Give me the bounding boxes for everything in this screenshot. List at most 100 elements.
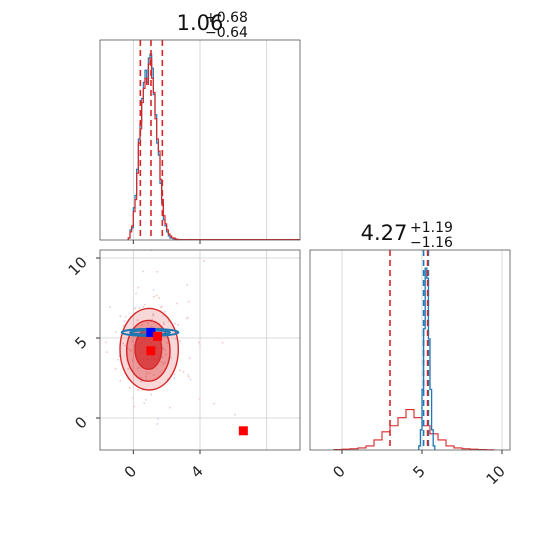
scatter-sample-point: [163, 323, 165, 326]
scatter-ytick-label-2: 10: [65, 253, 91, 279]
hist1-frame: [99, 39, 301, 241]
scatter-sample-point: [133, 405, 135, 408]
scatter-sample-point: [221, 341, 224, 344]
scatter-sample-point: [144, 398, 147, 401]
scatter-sample-point: [188, 357, 191, 360]
scatter-sample-point: [175, 338, 177, 340]
param1-title-sub: −0.64: [205, 25, 248, 41]
param2-title: 4.27: [361, 221, 408, 245]
param2-title-main: 4.27: [361, 221, 408, 245]
scatter-sample-point: [143, 303, 146, 306]
scatter-sample-point: [188, 376, 190, 378]
hist2-blue-series: [418, 267, 436, 450]
scatter-sample-point: [145, 379, 148, 382]
marker-0: [146, 327, 156, 337]
param1-title-sup: +0.68: [205, 10, 248, 26]
scatter-sample-point: [186, 284, 189, 286]
scatter-sample-point: [199, 345, 201, 347]
scatter-sample-point: [182, 371, 185, 373]
scatter-sample-point: [152, 314, 155, 317]
scatter-sample-point: [151, 368, 153, 371]
scatter-sample-point: [162, 362, 165, 365]
param2-title-sub: −1.16: [410, 235, 453, 251]
scatter-xtick-label-0: 0: [121, 462, 140, 481]
scatter-sample-point: [160, 361, 163, 363]
scatter-sample-point: [129, 349, 132, 351]
scatter-sample-point: [203, 260, 205, 262]
scatter-sample-point: [163, 361, 166, 363]
scatter-sample-point: [151, 318, 154, 320]
scatter-sample-point: [162, 314, 165, 316]
hist2-xtick-label-0: 0: [329, 462, 348, 481]
scatter-sample-point: [127, 368, 129, 370]
scatter-sample-point: [162, 347, 165, 349]
scatter-sample-point: [114, 331, 117, 334]
joint-contour-panel: 0 4 0 5 10: [65, 249, 301, 482]
scatter-sample-point: [187, 373, 190, 376]
scatter-sample-point: [189, 378, 192, 381]
scatter-sample-point: [147, 322, 150, 325]
scatter-sample-point: [156, 270, 158, 273]
scatter-sample-point: [173, 377, 176, 380]
scatter-sample-point: [176, 302, 178, 305]
hist2-frame: [309, 249, 511, 451]
scatter-sample-point: [169, 406, 171, 409]
scatter-sample-point: [140, 376, 142, 379]
scatter-sample-point: [174, 322, 176, 325]
param2-histogram-panel: 0 5 10: [309, 249, 511, 488]
scatter-sample-point: [124, 315, 127, 318]
scatter-sample-point: [179, 369, 181, 372]
hist2-xtick-label-1: 5: [409, 462, 428, 481]
scatter-ytick-label-0: 0: [71, 413, 90, 432]
scatter-frame: [99, 249, 301, 451]
scatter-sample-point: [142, 389, 144, 391]
scatter-sample-point: [136, 389, 139, 391]
param2-title-sup: +1.19: [410, 220, 453, 236]
scatter-sample-point: [114, 368, 117, 370]
marker-1: [153, 331, 162, 341]
scatter-sample-point: [138, 306, 141, 309]
scatter-sample-point: [148, 372, 151, 375]
scatter-sample-point: [198, 398, 201, 400]
scatter-sample-point: [140, 380, 143, 383]
scatter-sample-point: [156, 423, 159, 425]
scatter-sample-point: [157, 418, 159, 420]
scatter-sample-point: [143, 402, 146, 404]
scatter-sample-point: [117, 358, 120, 361]
scatter-ytick-label-1: 5: [71, 333, 90, 352]
scatter-sample-point: [134, 307, 137, 309]
scatter-sample-point: [133, 351, 135, 353]
marker-3: [238, 426, 248, 436]
scatter-sample-point: [142, 270, 145, 273]
scatter-sample-point: [118, 355, 121, 357]
scatter-sample-point: [132, 358, 134, 361]
scatter-sample-point: [132, 308, 135, 310]
scatter-sample-point: [198, 341, 200, 344]
scatter-sample-point: [145, 372, 148, 374]
scatter-sample-point: [185, 317, 188, 320]
scatter-sample-point: [150, 250, 153, 251]
scatter-sample-point: [152, 374, 155, 376]
scatter-xtick-label-1: 4: [187, 462, 206, 481]
scatter-sample-point: [109, 306, 111, 308]
scatter-sample-point: [168, 320, 170, 322]
scatter-sample-point: [173, 373, 176, 376]
scatter-sample-point: [127, 377, 129, 380]
scatter-sample-point: [161, 356, 164, 358]
scatter-sample-point: [133, 344, 135, 346]
scatter-sample-point: [234, 413, 236, 416]
scatter-sample-point: [124, 344, 126, 347]
scatter-sample-point: [122, 325, 125, 327]
scatter-sample-point: [132, 360, 134, 362]
scatter-sample-point: [150, 393, 153, 396]
scatter-sample-point: [142, 305, 144, 308]
scatter-sample-point: [136, 367, 139, 370]
param1-title-main: 1.06: [177, 11, 224, 35]
scatter-sample-point: [167, 359, 170, 361]
scatter-sample-point: [163, 349, 166, 351]
scatter-sample-point: [155, 294, 158, 297]
scatter-sample-point: [130, 349, 133, 352]
scatter-sample-point: [131, 340, 134, 343]
scatter-sample-point: [187, 316, 189, 319]
scatter-sample-point: [162, 321, 165, 324]
